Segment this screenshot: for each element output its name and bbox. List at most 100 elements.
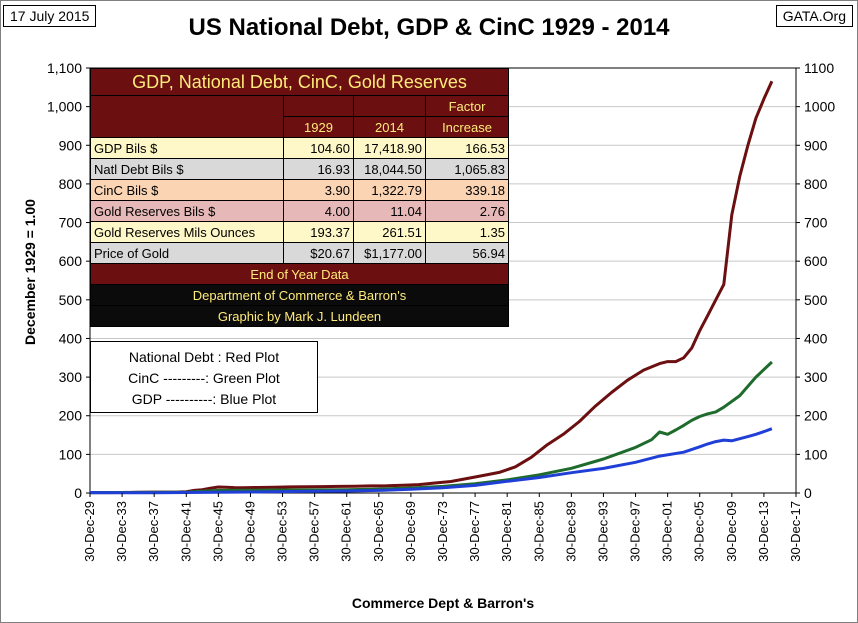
y-tick-label-right: 800 [804, 176, 828, 192]
table-header-1929: 1929 [283, 116, 354, 138]
table-row: Gold Reserves Mils Ounces 193.37 261.51 … [90, 221, 509, 243]
x-tick-label: 30-Dec-09 [724, 501, 739, 562]
y-tick-label-right: 0 [804, 485, 812, 501]
table-row: Gold Reserves Bils $ 4.00 11.04 2.76 [90, 200, 509, 222]
legend-cinc: CinC ---------: Green Plot [128, 370, 280, 386]
table-row: GDP Bils $ 104.60 17,418.90 166.53 [90, 137, 509, 159]
row-factor: 56.94 [425, 242, 509, 264]
x-tick-label: 30-Dec-37 [146, 501, 161, 562]
y-tick-label-right: 300 [804, 369, 828, 385]
national-debt-line [90, 80, 774, 495]
y-tick-label-left: 200 [59, 408, 83, 424]
row-1929: 193.37 [283, 221, 354, 243]
table-banner: GDP, National Debt, CinC, Gold Reserves [90, 68, 509, 96]
row-2014: 261.51 [353, 221, 426, 243]
tick-labels: 0 0 100 100 200 200 300 300 400 400 500 500 600 600 70… [47, 60, 835, 562]
table-footer-credit: Graphic by Mark J. Lundeen [90, 305, 509, 327]
x-tick-label: 30-Dec-45 [210, 501, 225, 562]
y-tick-label-left: 400 [59, 330, 83, 346]
y-tick-label-right: 1100 [804, 60, 834, 76]
row-1929: 16.93 [283, 158, 354, 180]
table-row: Natl Debt Bils $ 16.93 18,044.50 1,065.8… [90, 158, 509, 180]
row-factor: 339.18 [425, 179, 509, 201]
x-tick-label: 30-Dec-13 [756, 501, 771, 562]
row-label: Natl Debt Bils $ [90, 158, 284, 180]
row-factor: 166.53 [425, 137, 509, 159]
x-tick-label: 30-Dec-81 [499, 501, 514, 562]
y-tick-label-right: 700 [804, 215, 828, 231]
row-2014: 18,044.50 [353, 158, 426, 180]
row-factor: 2.76 [425, 200, 509, 222]
row-1929: 3.90 [283, 179, 354, 201]
x-tick-label: 30-Dec-41 [178, 501, 193, 562]
row-2014: 17,418.90 [353, 137, 426, 159]
row-factor: 1.35 [425, 221, 509, 243]
x-tick-label: 30-Dec-61 [339, 501, 354, 562]
y-axis-label: December 1929 = 1.00 [22, 199, 38, 345]
table-header-blank [90, 95, 284, 138]
x-tick-label: 30-Dec-49 [242, 501, 257, 562]
x-tick-label: 30-Dec-65 [371, 501, 386, 562]
x-tick-label: 30-Dec-77 [467, 501, 482, 562]
x-tick-label: 30-Dec-93 [595, 501, 610, 562]
y-tick-label-right: 400 [804, 330, 828, 346]
y-tick-label-left: 500 [59, 292, 83, 308]
x-tick-label: 30-Dec-01 [660, 501, 675, 562]
y-tick-label-right: 600 [804, 253, 828, 269]
x-tick-label: 30-Dec-17 [788, 501, 803, 562]
table-header-blank-2014 [353, 95, 426, 117]
y-tick-label-left: 100 [59, 446, 83, 462]
x-tick-label: 30-Dec-29 [82, 501, 97, 562]
table-header-blank-1929 [283, 95, 354, 117]
x-tick-label: 30-Dec-89 [563, 501, 578, 562]
site-label: GATA.Org [775, 5, 853, 27]
legend: National Debt : Red Plot CinC ---------:… [90, 341, 318, 413]
x-tick-label: 30-Dec-97 [628, 501, 643, 562]
y-tick-label-left: 600 [59, 253, 83, 269]
row-factor: 1,065.83 [425, 158, 509, 180]
row-1929: $20.67 [283, 242, 354, 264]
row-2014: 1,322.79 [353, 179, 426, 201]
row-2014: 11.04 [353, 200, 426, 222]
row-label: CinC Bils $ [90, 179, 284, 201]
y-tick-label-right: 500 [804, 292, 828, 308]
y-tick-label-left: 300 [59, 369, 83, 385]
legend-national-debt: National Debt : Red Plot [128, 349, 280, 365]
table-footer-data-note: End of Year Data [90, 263, 509, 285]
row-1929: 104.60 [283, 137, 354, 159]
x-tick-label: 30-Dec-53 [275, 501, 290, 562]
y-tick-label-right: 200 [804, 408, 828, 424]
y-tick-label-right: 1000 [804, 99, 835, 115]
series-layer [89, 80, 774, 495]
y-tick-label-right: 100 [804, 446, 828, 462]
y-tick-label-left: 0 [74, 485, 82, 501]
row-1929: 4.00 [283, 200, 354, 222]
y-tick-label-left: 1,100 [47, 60, 82, 76]
x-axis-label: Commerce Dept & Barron's [351, 595, 535, 611]
data-table: GDP, National Debt, CinC, Gold Reserves … [90, 68, 509, 327]
x-tick-label: 30-Dec-57 [307, 501, 322, 562]
chart-title: US National Debt, GDP & CinC 1929 - 2014 [188, 14, 670, 41]
y-tick-label-left: 1,000 [47, 99, 82, 115]
row-2014: $1,177.00 [353, 242, 426, 264]
x-tick-label: 30-Dec-05 [692, 501, 707, 562]
legend-gdp: GDP ----------: Blue Plot [131, 391, 277, 407]
table-row: Price of Gold $20.67 $1,177.00 56.94 [90, 242, 509, 264]
row-label: GDP Bils $ [90, 137, 284, 159]
x-tick-label: 30-Dec-85 [531, 501, 546, 562]
cinc-line [89, 360, 773, 495]
y-tick-label-left: 700 [59, 215, 83, 231]
x-tick-label: 30-Dec-33 [114, 501, 129, 562]
table-header-factor: Factor [425, 95, 509, 117]
row-label: Gold Reserves Mils Ounces [90, 221, 284, 243]
date-stamp: 17 July 2015 [3, 5, 97, 27]
row-label: Gold Reserves Bils $ [90, 200, 284, 222]
table-header-2014: 2014 [353, 116, 426, 138]
x-tick-label: 30-Dec-69 [403, 501, 418, 562]
table-header-increase: Increase [425, 116, 509, 138]
y-tick-label-left: 800 [59, 176, 83, 192]
table-row: CinC Bils $ 3.90 1,322.79 339.18 [90, 179, 509, 201]
y-tick-label-left: 900 [59, 137, 83, 153]
table-footer-source: Department of Commerce & Barron's [90, 284, 509, 306]
row-label: Price of Gold [90, 242, 284, 264]
